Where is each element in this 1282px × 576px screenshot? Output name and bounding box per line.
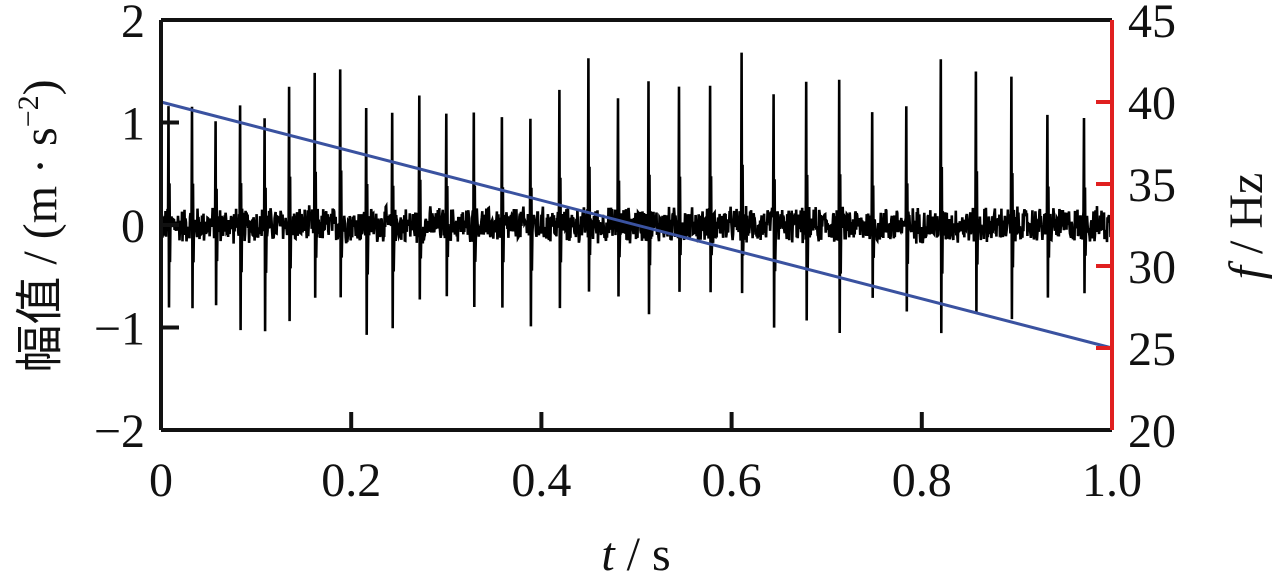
y-left-tick-label: 0 bbox=[121, 200, 145, 253]
y-right-axis-title: f / Hz bbox=[1220, 173, 1273, 280]
y-left-axis-superscript: −2 bbox=[12, 95, 45, 127]
y-right-tick-label: 45 bbox=[1128, 0, 1176, 48]
vibration-signal-line bbox=[159, 52, 1114, 335]
y-right-axis-unit: Hz bbox=[1220, 173, 1273, 229]
x-axis-separator: / bbox=[615, 528, 652, 576]
y-left-axis-ticks: 2 1 0 −1 −2 bbox=[94, 0, 179, 458]
x-axis-title: t / s bbox=[601, 528, 670, 576]
y-left-tick-label: 2 bbox=[121, 0, 145, 48]
y-right-tick-label: 20 bbox=[1128, 405, 1176, 458]
y-right-tick-label: 30 bbox=[1128, 241, 1176, 294]
x-axis-unit: s bbox=[652, 528, 671, 576]
y-left-axis-suffix: ) bbox=[14, 79, 67, 95]
y-right-axis-ticks: 45 40 35 30 25 20 bbox=[1096, 0, 1176, 458]
x-axis-variable: t bbox=[601, 528, 616, 576]
y-left-axis-prefix: 幅值 / (m · s bbox=[14, 127, 67, 372]
x-axis-ticks: 0 0.2 0.4 0.6 0.8 1.0 bbox=[149, 412, 1142, 507]
x-tick-label: 0.4 bbox=[511, 454, 571, 507]
x-tick-label: 0.8 bbox=[892, 454, 952, 507]
y-left-tick-label: −2 bbox=[94, 405, 145, 458]
y-right-tick-label: 40 bbox=[1128, 77, 1176, 130]
y-right-tick-label: 35 bbox=[1128, 159, 1176, 212]
frequency-line bbox=[160, 100, 1113, 350]
x-tick-label: 0.6 bbox=[702, 454, 762, 507]
y-right-axis-separator: / bbox=[1220, 229, 1273, 266]
y-left-axis-title: 幅值 / (m · s−2) bbox=[12, 79, 67, 372]
y-right-tick-label: 25 bbox=[1128, 323, 1176, 376]
x-tick-label: 0.2 bbox=[321, 454, 381, 507]
y-left-tick-label: −1 bbox=[94, 303, 145, 356]
x-tick-label: 0 bbox=[149, 454, 173, 507]
y-left-tick-label: 1 bbox=[121, 98, 145, 151]
x-tick-label: 1.0 bbox=[1082, 454, 1142, 507]
